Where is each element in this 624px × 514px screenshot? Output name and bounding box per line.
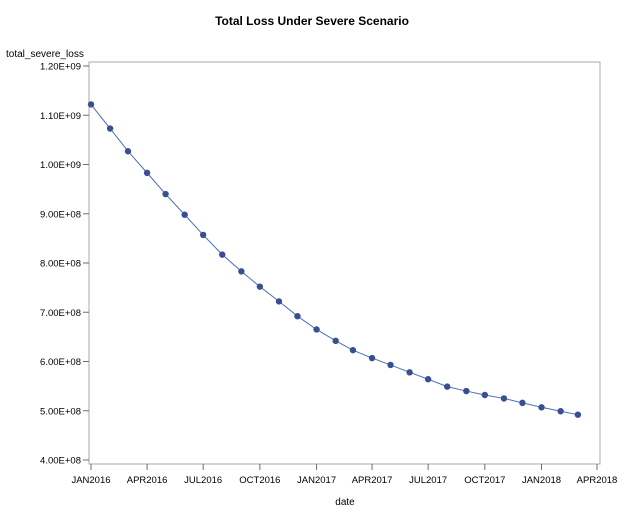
y-axis-label: total_severe_loss xyxy=(6,49,84,60)
data-point xyxy=(557,408,564,415)
data-point xyxy=(294,312,301,320)
data-point xyxy=(387,361,394,369)
data-point xyxy=(368,354,376,362)
y-tick-label: 1.20E+09 xyxy=(40,62,81,73)
data-point xyxy=(349,346,357,354)
x-tick-label: APR2016 xyxy=(127,475,168,486)
x-tick-label: APR2018 xyxy=(577,475,618,486)
chart-title: Total Loss Under Severe Scenario xyxy=(215,14,409,28)
data-point xyxy=(87,101,95,108)
data-point xyxy=(574,411,582,418)
data-point xyxy=(444,383,451,390)
y-tick-label: 6.00E+08 xyxy=(40,357,81,368)
x-axis: JAN2016 APR2016 JUL2016 OCT2016 JAN2017 APR20… xyxy=(71,464,617,486)
data-point xyxy=(143,169,151,177)
y-tick-label: 5.00E+08 xyxy=(40,406,81,417)
data-point xyxy=(181,211,188,218)
data-point xyxy=(500,395,508,402)
data-point xyxy=(238,268,245,275)
y-tick-label: 9.00E+08 xyxy=(40,209,81,220)
y-tick-label: 1.00E+09 xyxy=(40,160,81,171)
data-point xyxy=(275,298,283,305)
data-point xyxy=(481,391,489,399)
x-tick-label: APR2017 xyxy=(352,475,393,486)
data-point xyxy=(256,283,264,290)
data-point xyxy=(463,387,470,395)
x-tick-label: JAN2018 xyxy=(522,475,561,486)
data-point xyxy=(424,376,432,383)
x-tick-label: JAN2016 xyxy=(71,475,110,486)
data-point xyxy=(106,125,114,132)
data-point xyxy=(199,231,207,239)
series-layer xyxy=(87,101,582,418)
x-axis-label: date xyxy=(335,497,355,508)
x-tick-label: OCT2017 xyxy=(464,475,505,486)
y-tick-label: 1.10E+09 xyxy=(40,111,81,122)
data-point xyxy=(313,326,320,333)
x-tick-label: JUL2017 xyxy=(409,475,447,486)
data-point xyxy=(162,190,169,198)
x-tick-label: JAN2017 xyxy=(297,475,336,486)
y-tick-label: 7.00E+08 xyxy=(40,308,81,319)
data-point xyxy=(406,369,413,376)
y-tick-label: 4.00E+08 xyxy=(40,456,81,467)
x-tick-label: OCT2016 xyxy=(239,475,280,486)
x-tick-label: JUL2016 xyxy=(184,475,222,486)
data-point xyxy=(219,251,226,258)
data-point xyxy=(519,399,526,407)
series-line xyxy=(90,104,578,416)
y-axis: 4.00E+08 5.00E+08 6.00E+08 7.00E+08 8.00E+08… xyxy=(40,62,89,467)
y-tick-label: 8.00E+08 xyxy=(40,259,81,270)
data-point xyxy=(332,337,339,345)
data-point xyxy=(124,148,132,155)
data-point xyxy=(538,404,545,411)
